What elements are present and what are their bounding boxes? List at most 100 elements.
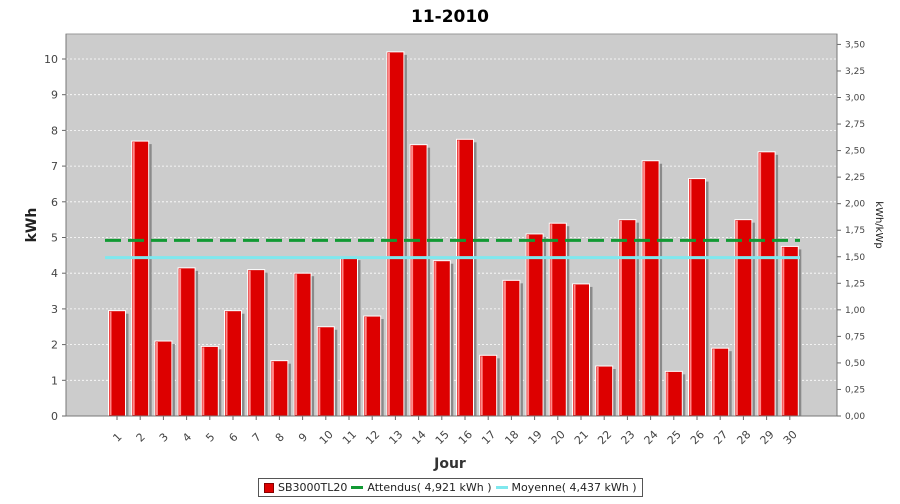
legend-moyenne-swatch [495,486,508,489]
y-tick-label: 5 [51,231,58,244]
bars [108,51,802,417]
legend-attendus-label: Attendus( 4,921 kWh ) [367,481,492,494]
x-tick-label: 15 [433,428,452,447]
x-tick-label: 6 [226,430,240,444]
x-tick-label: 11 [340,428,359,447]
x-tick-label: 27 [711,428,730,447]
bar-highlight [527,234,530,415]
legend-attendus-swatch [351,486,364,489]
x-tick-label: 17 [479,428,498,447]
x-tick-label: 5 [203,430,217,444]
y2-tick-label: 2,75 [845,120,865,130]
bar-highlight [387,52,390,416]
y2-tick-label: 1,25 [845,279,865,289]
y-tick-label: 1 [51,374,58,387]
legend: SB3000TL20 Attendus( 4,921 kWh ) Moyenne… [258,478,643,497]
chart-title: 11-2010 [411,7,489,27]
x-tick-label: 22 [595,428,614,447]
bar-highlight [643,161,646,415]
bar-highlight [457,140,460,416]
x-axis-label: Jour [433,456,466,472]
y2-tick-label: 1,75 [845,226,865,236]
bar-highlight [666,372,669,415]
bar-highlight [295,274,298,415]
x-tick-label: 7 [250,430,264,444]
x-tick-label: 25 [665,428,684,447]
bar-highlight [179,268,182,415]
bar-highlight [109,311,112,415]
y-tick-label: 6 [51,196,58,209]
y2-tick-label: 0,50 [845,359,865,369]
y-tick-label: 3 [51,303,58,316]
y2-tick-label: 3,50 [845,40,865,50]
bar-highlight [573,284,576,415]
reference-lines [105,238,800,260]
x-tick-label: 1 [110,430,124,444]
x-tick-label: 18 [502,428,521,447]
y-tick-label: 2 [51,339,58,352]
bar-highlight [782,247,785,415]
x-tick-label: 24 [642,428,661,447]
bar-highlight [364,317,367,415]
x-tick-label: 26 [688,428,707,447]
bar-highlight [155,342,158,415]
y-tick-label: 8 [51,124,58,137]
y2-axis-label: kWh/kWp [873,201,884,248]
x-tick-label: 21 [572,428,591,447]
bar-highlight [411,145,414,415]
bar-highlight [132,142,135,416]
y2-tick-label: 1,00 [845,306,865,316]
y-tick-label: 4 [51,267,58,280]
x-tick-label: 20 [549,428,568,447]
x-tick-label: 29 [758,428,777,447]
x-tick-label: 28 [734,428,753,447]
y2-tick-label: 3,25 [845,67,865,77]
bar-highlight [735,220,738,415]
axes: 0123456789100,000,250,500,751,001,251,50… [44,34,865,447]
bar-highlight [550,224,553,415]
bar-highlight [759,152,762,415]
bar-highlight [225,311,228,415]
x-tick-label: 13 [386,428,405,447]
x-tick-label: 19 [526,428,545,447]
y-axis-label: kWh [24,208,40,243]
bar-highlight [248,270,251,415]
y-tick-label: 0 [51,410,58,423]
x-tick-label: 2 [134,430,148,444]
bar-highlight [318,327,321,415]
x-tick-label: 12 [363,428,382,447]
y-tick-label: 9 [51,89,58,102]
legend-moyenne-label: Moyenne( 4,437 kWh ) [511,481,637,494]
x-tick-label: 4 [180,430,194,444]
x-tick-label: 30 [781,428,800,447]
bar-highlight [596,367,599,415]
y2-tick-label: 3,00 [845,94,865,104]
y2-tick-label: 2,50 [845,147,865,157]
x-tick-label: 14 [410,428,429,447]
bar-highlight [434,261,437,415]
y-tick-label: 10 [44,53,58,66]
y2-tick-label: 0,00 [845,412,865,422]
y2-tick-label: 1,50 [845,253,865,263]
y2-tick-label: 2,00 [845,200,865,210]
bar-highlight [619,220,622,415]
bar-highlight [689,179,692,415]
bar-highlight [503,281,506,415]
y2-tick-label: 2,25 [845,173,865,183]
bar-highlight [271,361,274,415]
x-tick-label: 16 [456,428,475,447]
x-tick-label: 23 [618,428,637,447]
bar-highlight [202,347,205,415]
bar-highlight [712,349,715,415]
x-tick-label: 9 [296,430,310,444]
y2-tick-label: 0,25 [845,385,865,395]
y-tick-label: 7 [51,160,58,173]
y2-tick-label: 0,75 [845,332,865,342]
legend-series-label: SB3000TL20 [278,481,348,494]
x-tick-label: 8 [273,430,287,444]
legend-series-swatch [264,482,274,493]
x-tick-label: 10 [317,428,336,447]
bar-highlight [341,258,344,415]
